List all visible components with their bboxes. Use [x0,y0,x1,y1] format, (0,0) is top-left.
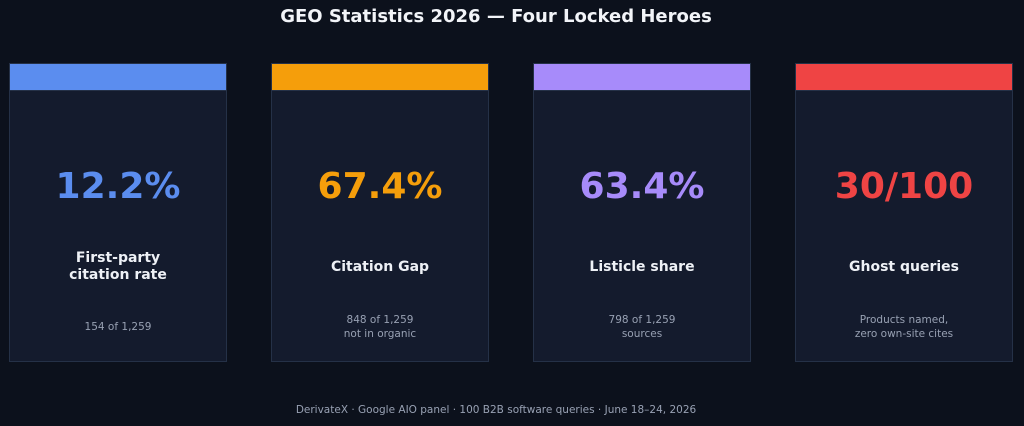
card-note: 154 of 1,259 [10,320,226,334]
card-note-line: 848 of 1,259 [346,314,414,326]
stat-card: 67.4% Citation Gap 848 of 1,259 not in orga… [271,63,489,362]
card-label: Listicle share [534,259,750,276]
card-label: Citation Gap [272,259,488,276]
card-color-bar [534,64,750,91]
card-note: Products named, zero own-site cites [796,313,1012,341]
stat-card: 30/100 Ghost queries Products named, zero o… [795,63,1013,362]
card-label-line: Citation Gap [330,259,430,275]
card-label: Ghost queries [796,259,1012,276]
stat-card: 63.4% Listicle share 798 of 1,259 sources [533,63,751,362]
card-note-line: 798 of 1,259 [608,314,676,326]
card-value: 63.4% [579,166,705,207]
card-note-line: zero own-site cites [854,328,954,340]
card-note-line: not in organic [343,328,417,340]
card-label: First-party citation rate [10,250,226,284]
card-note-line: sources [621,328,663,340]
card-note-line: Products named, [859,314,949,326]
stat-card: 12.2% First-party citation rate 154 of 1,25… [9,63,227,362]
card-label-line: citation rate [69,267,167,283]
card-color-bar [10,64,226,91]
card-note: 848 of 1,259 not in organic [272,313,488,341]
card-color-bar [272,64,488,91]
chart-title: GEO Statistics 2026 — Four Locked Heroes [280,6,712,27]
chart-footer: DerivateX · Google AIO panel · 100 B2B s… [295,404,697,416]
card-label-line: Listicle share [589,259,695,275]
card-note: 798 of 1,259 sources [534,313,750,341]
card-value: 67.4% [317,166,443,207]
card-value: 30/100 [834,166,974,207]
card-label-line: Ghost queries [849,259,959,275]
card-label-line: First-party [75,250,161,266]
card-value: 12.2% [55,166,181,207]
card-note-line: 154 of 1,259 [84,321,152,333]
card-color-bar [796,64,1012,91]
